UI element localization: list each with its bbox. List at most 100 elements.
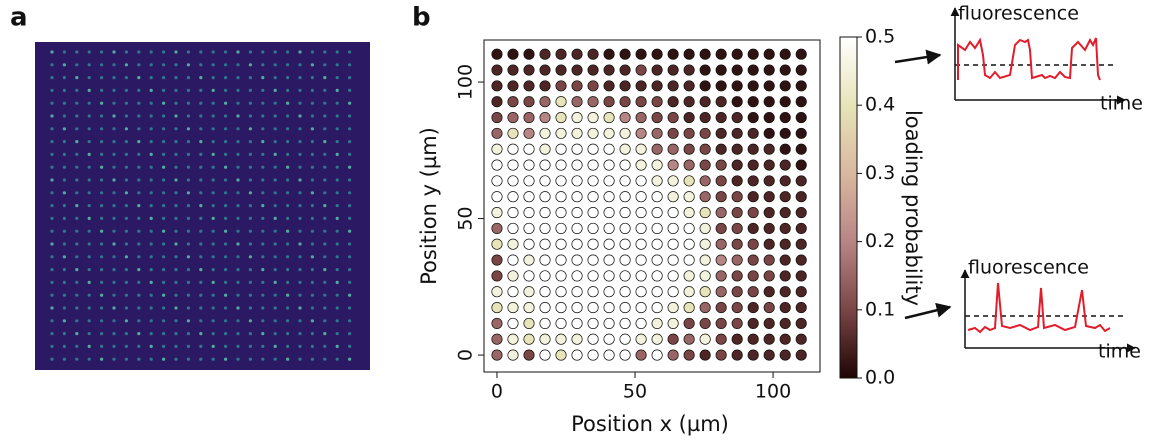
image-spot	[348, 152, 352, 156]
point	[747, 333, 759, 345]
image-spot	[199, 204, 203, 208]
image-spot	[348, 319, 352, 323]
image-spot	[224, 76, 228, 80]
image-spot	[310, 76, 314, 80]
image-spot	[87, 293, 91, 297]
image-spot	[149, 319, 153, 323]
image-spot	[186, 255, 190, 259]
image-spot	[211, 50, 215, 54]
image-spot	[298, 88, 302, 92]
point	[491, 143, 503, 155]
image-spot	[174, 178, 178, 182]
point	[699, 349, 711, 361]
image-spot	[273, 165, 277, 169]
point	[507, 302, 519, 314]
point	[507, 191, 519, 203]
image-spot	[298, 191, 302, 195]
image-spot	[248, 242, 252, 246]
image-spot	[211, 268, 215, 272]
image-spot	[124, 88, 128, 92]
image-spot	[236, 63, 240, 67]
point	[699, 222, 711, 234]
image-spot	[149, 216, 153, 220]
image-spot	[50, 76, 54, 80]
plot-frame	[483, 39, 821, 373]
image-spot	[323, 140, 327, 144]
colorbar-label: loading probability	[901, 110, 925, 306]
point	[731, 159, 743, 171]
image-spot	[75, 319, 79, 323]
point	[571, 207, 583, 219]
image-spot	[286, 268, 290, 272]
image-spot	[124, 204, 128, 208]
point	[571, 175, 583, 187]
point	[587, 143, 599, 155]
image-spot	[87, 63, 91, 67]
point	[731, 96, 743, 108]
image-spot	[199, 216, 203, 220]
point	[523, 175, 535, 187]
image-spot	[323, 280, 327, 284]
image-spot	[298, 76, 302, 80]
image-spot	[236, 344, 240, 348]
point	[651, 159, 663, 171]
point	[715, 317, 727, 329]
image-spot	[335, 280, 339, 284]
image-spot	[248, 319, 252, 323]
point	[667, 349, 679, 361]
image-spot	[137, 293, 141, 297]
point	[795, 349, 807, 361]
image-spot	[310, 88, 314, 92]
image-spots	[50, 50, 352, 361]
point	[683, 96, 695, 108]
point	[651, 96, 663, 108]
image-spot	[323, 357, 327, 361]
colorbar	[839, 36, 858, 379]
image-spot	[87, 76, 91, 80]
image-spot	[174, 229, 178, 233]
point	[763, 48, 775, 60]
point	[731, 143, 743, 155]
point	[635, 80, 647, 92]
point	[507, 222, 519, 234]
image-spot	[87, 306, 91, 310]
image-spot	[112, 306, 116, 310]
point	[587, 238, 599, 250]
point	[699, 207, 711, 219]
image-spot	[124, 50, 128, 54]
image-spot	[112, 319, 116, 323]
image-spot	[137, 152, 141, 156]
image-spot	[335, 50, 339, 54]
point	[619, 191, 631, 203]
point	[587, 64, 599, 76]
image-spot	[174, 140, 178, 144]
image-spot	[310, 191, 314, 195]
image-spot	[50, 165, 54, 169]
image-spot	[211, 332, 215, 336]
point	[779, 317, 791, 329]
point	[795, 222, 807, 234]
point	[539, 286, 551, 298]
point	[603, 175, 615, 187]
point	[587, 191, 599, 203]
image-spot	[310, 152, 314, 156]
point	[683, 143, 695, 155]
image-spot	[87, 88, 91, 92]
point	[715, 127, 727, 139]
image-spot	[87, 114, 91, 118]
image-spot	[162, 357, 166, 361]
image-spot	[87, 127, 91, 131]
image-spot	[199, 165, 203, 169]
image-spot	[224, 178, 228, 182]
point	[683, 286, 695, 298]
image-spot	[162, 50, 166, 54]
image-spot	[224, 216, 228, 220]
point	[523, 111, 535, 124]
point	[699, 64, 711, 76]
point	[747, 222, 759, 234]
point	[747, 207, 759, 219]
point	[667, 222, 679, 234]
point	[523, 333, 535, 345]
point	[491, 254, 503, 266]
point	[507, 238, 519, 250]
